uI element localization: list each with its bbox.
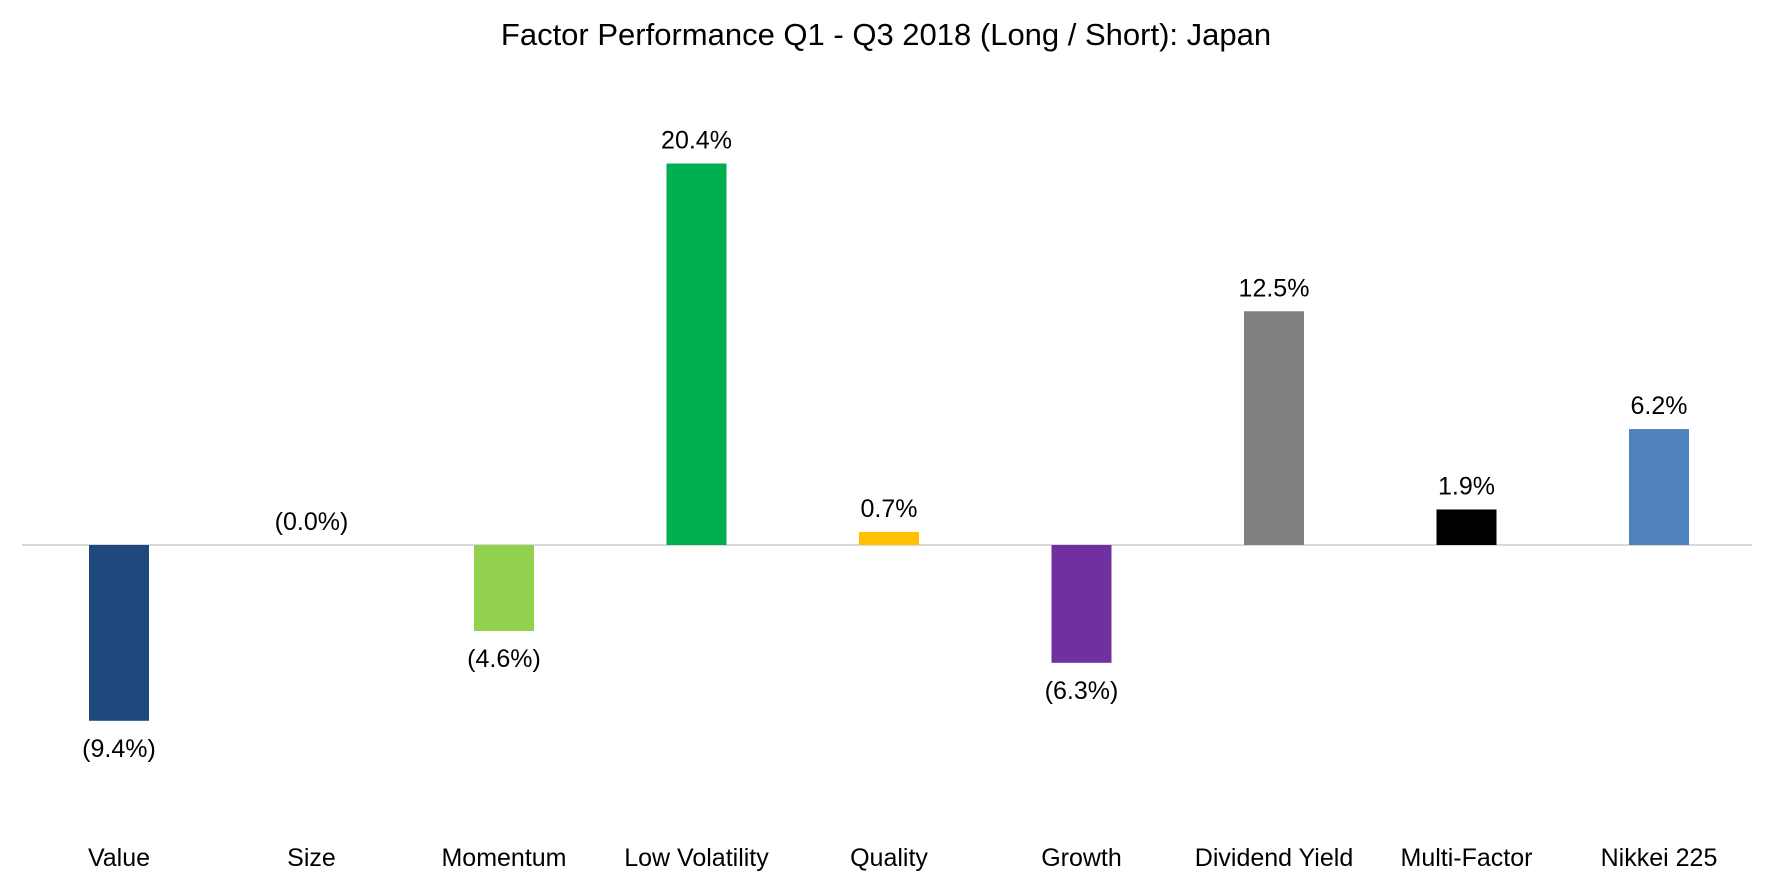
bar-dividend-yield — [1244, 311, 1304, 545]
category-label-low-volatility: Low Volatility — [624, 844, 769, 872]
category-labels-group: Value Size Momentum Low Volatility Quality Gr… — [88, 844, 1717, 872]
data-label-nikkei-225: 6.2% — [1631, 392, 1688, 420]
category-label-size: Size — [287, 844, 336, 872]
category-label-momentum: Momentum — [441, 844, 566, 872]
data-label-size: (0.0%) — [275, 508, 349, 536]
data-label-multi-factor: 1.9% — [1438, 472, 1495, 500]
category-label-growth: Growth — [1041, 844, 1122, 872]
data-label-growth: (6.3%) — [1045, 677, 1119, 705]
bar-nikkei-225 — [1629, 429, 1689, 545]
bar-quality — [859, 531, 919, 545]
data-label-dividend-yield: 12.5% — [1239, 274, 1310, 302]
bar-growth — [1051, 545, 1112, 663]
bar-value — [89, 545, 149, 721]
bar-momentum — [474, 545, 534, 632]
bar-multi-factor — [1436, 509, 1497, 545]
data-label-quality: 0.7% — [861, 495, 918, 523]
category-label-dividend-yield: Dividend Yield — [1195, 844, 1353, 872]
bar-low-volatility — [666, 163, 727, 545]
bars-group — [89, 163, 1689, 721]
chart-title: Factor Performance Q1 - Q3 2018 (Long / … — [501, 17, 1271, 52]
category-label-quality: Quality — [850, 844, 928, 872]
data-label-momentum: (4.6%) — [467, 645, 541, 673]
category-label-value: Value — [88, 844, 150, 872]
data-label-value: (9.4%) — [82, 735, 156, 763]
category-label-nikkei-225: Nikkei 225 — [1601, 844, 1718, 872]
data-labels-group: (9.4%) (0.0%) (4.6%) 20.4% 0.7% (6.3%) 12.5% 1.… — [82, 127, 1687, 763]
data-label-low-volatility: 20.4% — [661, 127, 732, 155]
category-label-multi-factor: Multi-Factor — [1401, 844, 1533, 872]
